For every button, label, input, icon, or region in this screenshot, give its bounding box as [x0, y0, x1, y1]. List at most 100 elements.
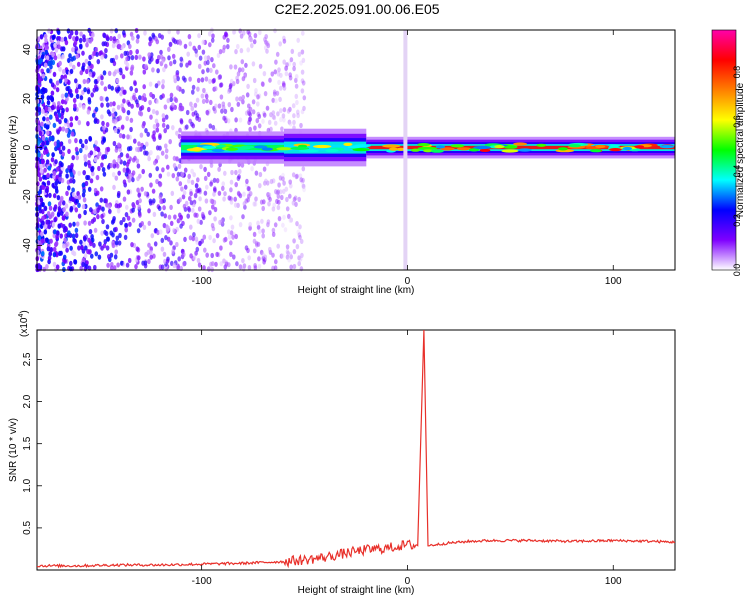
noise-blob	[99, 95, 104, 102]
noise-blob	[259, 199, 264, 205]
noise-blob	[221, 48, 226, 54]
colorbar-tick-label: 0.0	[732, 264, 742, 277]
noise-blob	[43, 229, 48, 235]
noise-blob	[222, 237, 227, 243]
noise-blob	[285, 206, 290, 212]
snr-multiplier-exp: 4	[18, 314, 25, 318]
noise-blob	[96, 147, 101, 153]
noise-blob	[277, 216, 282, 222]
noise-blob	[169, 61, 173, 67]
noise-blob	[278, 189, 283, 195]
colorbar-label: Normalized spectral amplitude	[735, 82, 746, 217]
noise-blob	[270, 71, 275, 77]
noise-blob	[82, 241, 87, 247]
noise-blob	[54, 159, 58, 165]
band-hotspot	[298, 149, 319, 153]
noise-blob	[79, 70, 84, 76]
noise-blob	[302, 183, 306, 189]
noise-blob	[102, 70, 107, 76]
noise-blob	[171, 173, 176, 179]
noise-blob	[71, 196, 75, 202]
noise-blob	[159, 49, 163, 55]
noise-blob	[182, 261, 186, 267]
noise-blob	[116, 39, 120, 45]
noise-blob	[194, 183, 199, 189]
noise-blob	[180, 186, 184, 192]
noise-blob	[238, 264, 243, 270]
noise-blob	[256, 220, 260, 226]
noise-blob	[173, 39, 178, 45]
noise-blob	[285, 62, 289, 68]
noise-blob	[107, 84, 112, 90]
noise-blob	[125, 161, 130, 168]
noise-blob	[209, 67, 213, 73]
spectrogram-y-ticks: -40 -20 0 20 40	[22, 44, 42, 253]
noise-blob	[131, 207, 135, 213]
noise-blob	[231, 234, 235, 240]
noise-blob	[112, 101, 116, 107]
noise-blob	[266, 219, 271, 225]
noise-blob	[177, 163, 182, 169]
noise-blob	[67, 230, 71, 236]
noise-blob	[114, 249, 118, 255]
noise-blob	[219, 94, 224, 100]
noise-blob	[158, 133, 162, 139]
noise-blob	[58, 119, 62, 125]
noise-blob	[57, 44, 61, 50]
noise-blob	[152, 134, 156, 140]
noise-blob	[40, 121, 44, 127]
noise-blob	[257, 263, 262, 269]
noise-blob	[44, 105, 49, 112]
noise-blob	[111, 112, 116, 118]
noise-blob	[59, 233, 63, 239]
noise-blob	[293, 195, 298, 201]
noise-blob	[53, 55, 58, 61]
noise-blob	[112, 216, 116, 222]
noise-blob	[203, 247, 207, 253]
noise-blob	[83, 161, 88, 167]
noise-blob	[165, 227, 170, 233]
noise-blob	[165, 124, 170, 130]
noise-blob	[233, 64, 238, 70]
noise-blob	[205, 98, 209, 104]
noise-blob	[48, 192, 52, 198]
noise-blob	[229, 230, 234, 236]
noise-blob	[56, 195, 61, 201]
noise-blob	[86, 175, 91, 181]
noise-blob	[265, 105, 270, 111]
noise-blob	[122, 216, 126, 223]
noise-blob	[64, 77, 68, 83]
noise-blob	[204, 198, 209, 204]
noise-blob	[298, 224, 302, 230]
noise-blob	[75, 53, 79, 60]
noise-blob	[179, 119, 184, 125]
noise-blob	[276, 193, 281, 199]
noise-blob	[115, 235, 120, 241]
noise-blob	[238, 28, 242, 34]
noise-blob	[100, 80, 104, 86]
noise-blob	[49, 78, 53, 84]
noise-blob	[123, 234, 128, 240]
noise-blob	[289, 264, 294, 270]
noise-blob	[256, 94, 260, 100]
snr-y-tick-label: 1.5	[22, 436, 33, 450]
noise-blob	[273, 69, 278, 75]
noise-blob	[189, 224, 193, 230]
noise-blob	[169, 220, 174, 226]
noise-blob	[45, 149, 49, 155]
noise-blob	[186, 205, 191, 212]
noise-blob	[201, 98, 206, 104]
noise-blob	[265, 180, 270, 186]
noise-blob	[169, 240, 173, 246]
band-hotspot	[536, 143, 547, 147]
noise-blob	[111, 232, 115, 238]
noise-blob	[257, 256, 261, 262]
noise-blob	[69, 207, 73, 213]
noise-blob	[244, 62, 248, 68]
noise-blob	[81, 104, 86, 110]
noise-blob	[267, 119, 272, 125]
noise-blob	[192, 172, 196, 178]
noise-blob	[201, 39, 206, 45]
noise-blob	[250, 43, 254, 49]
noise-blob	[217, 103, 222, 109]
